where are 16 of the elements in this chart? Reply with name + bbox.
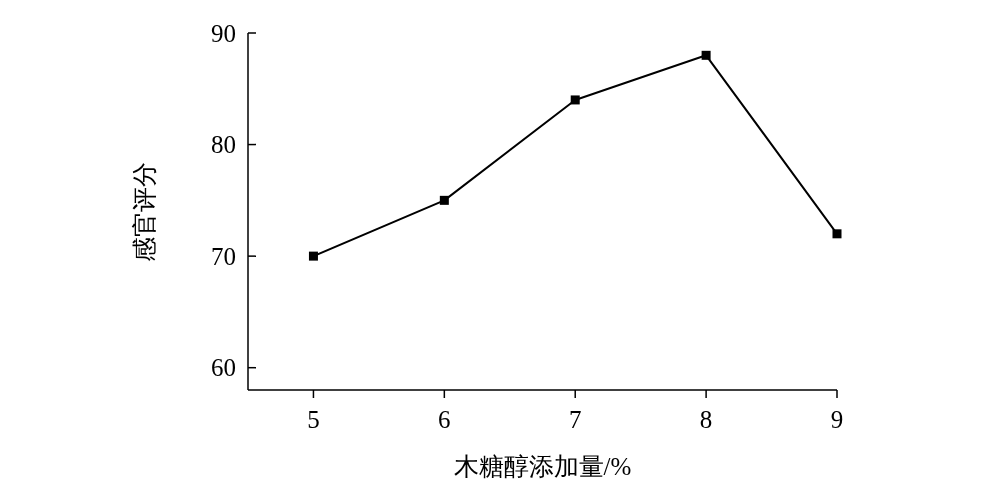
x-tick-label: 9 [830, 406, 844, 433]
x-tick-label: 6 [438, 406, 451, 433]
y-axis-title: 感官评分 [131, 161, 158, 262]
y-tick-label: 80 [211, 131, 236, 159]
y-tick-label: 70 [211, 242, 236, 270]
x-tick-label: 8 [699, 406, 713, 433]
point [308, 251, 318, 261]
y-tick-label: 90 [211, 19, 236, 47]
x-tick-label: 7 [568, 406, 582, 433]
point [439, 195, 449, 205]
point [701, 50, 711, 60]
point [570, 95, 580, 105]
point [832, 229, 842, 239]
x-tick-label: 5 [307, 406, 320, 433]
x-axis-title: 木糖醇添加量/% [453, 453, 632, 480]
y-tick-label: 60 [211, 354, 236, 382]
